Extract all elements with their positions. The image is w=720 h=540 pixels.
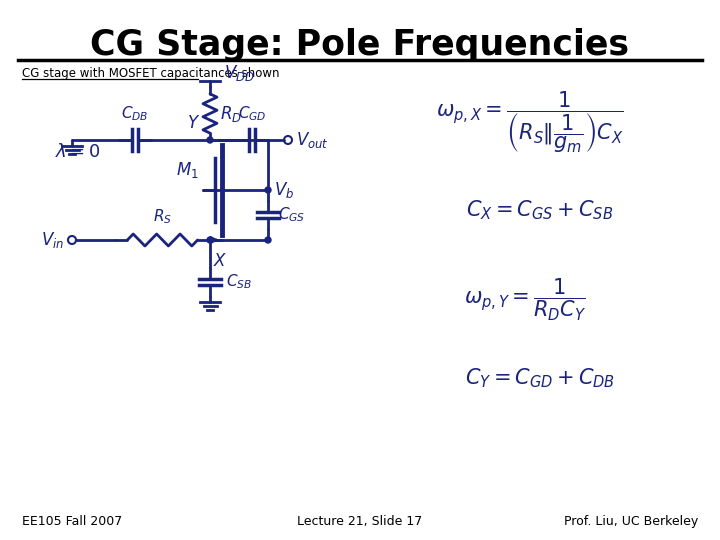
Text: $Y$: $Y$ (186, 114, 200, 132)
Text: $X$: $X$ (213, 252, 228, 270)
Text: $R_D$: $R_D$ (220, 104, 242, 124)
Text: EE105 Fall 2007: EE105 Fall 2007 (22, 515, 122, 528)
Circle shape (207, 137, 213, 143)
Text: $V_b$: $V_b$ (274, 180, 294, 200)
Text: $C_{DB}$: $C_{DB}$ (121, 104, 149, 123)
Text: $C_{GD}$: $C_{GD}$ (238, 104, 266, 123)
Text: $R_S$: $R_S$ (153, 207, 172, 226)
Text: CG Stage: Pole Frequencies: CG Stage: Pole Frequencies (91, 28, 629, 62)
Text: $C_Y = C_{GD} + C_{DB}$: $C_Y = C_{GD} + C_{DB}$ (465, 366, 615, 390)
Circle shape (207, 237, 213, 243)
Text: $\omega_{p,X} = \dfrac{1}{\left(R_S \| \dfrac{1}{g_m}\right)C_X}$: $\omega_{p,X} = \dfrac{1}{\left(R_S \| \… (436, 89, 624, 155)
Text: $C_{SB}$: $C_{SB}$ (226, 273, 252, 292)
Circle shape (265, 237, 271, 243)
Text: $C_{GS}$: $C_{GS}$ (278, 206, 305, 224)
Text: $V_{out}$: $V_{out}$ (296, 130, 329, 150)
Text: $\omega_{p,Y} = \dfrac{1}{R_D C_Y}$: $\omega_{p,Y} = \dfrac{1}{R_D C_Y}$ (464, 277, 586, 323)
Text: Prof. Liu, UC Berkeley: Prof. Liu, UC Berkeley (564, 515, 698, 528)
Text: Lecture 21, Slide 17: Lecture 21, Slide 17 (297, 515, 423, 528)
Circle shape (265, 187, 271, 193)
Text: $V_{DD}$: $V_{DD}$ (224, 63, 255, 83)
Text: CG stage with MOSFET capacitances shown: CG stage with MOSFET capacitances shown (22, 67, 279, 80)
Text: $V_{in}$: $V_{in}$ (41, 230, 64, 250)
Text: $M_1$: $M_1$ (176, 160, 199, 180)
Text: $\lambda = 0$: $\lambda = 0$ (55, 143, 101, 161)
Text: $C_X = C_{GS} + C_{SB}$: $C_X = C_{GS} + C_{SB}$ (467, 198, 613, 222)
